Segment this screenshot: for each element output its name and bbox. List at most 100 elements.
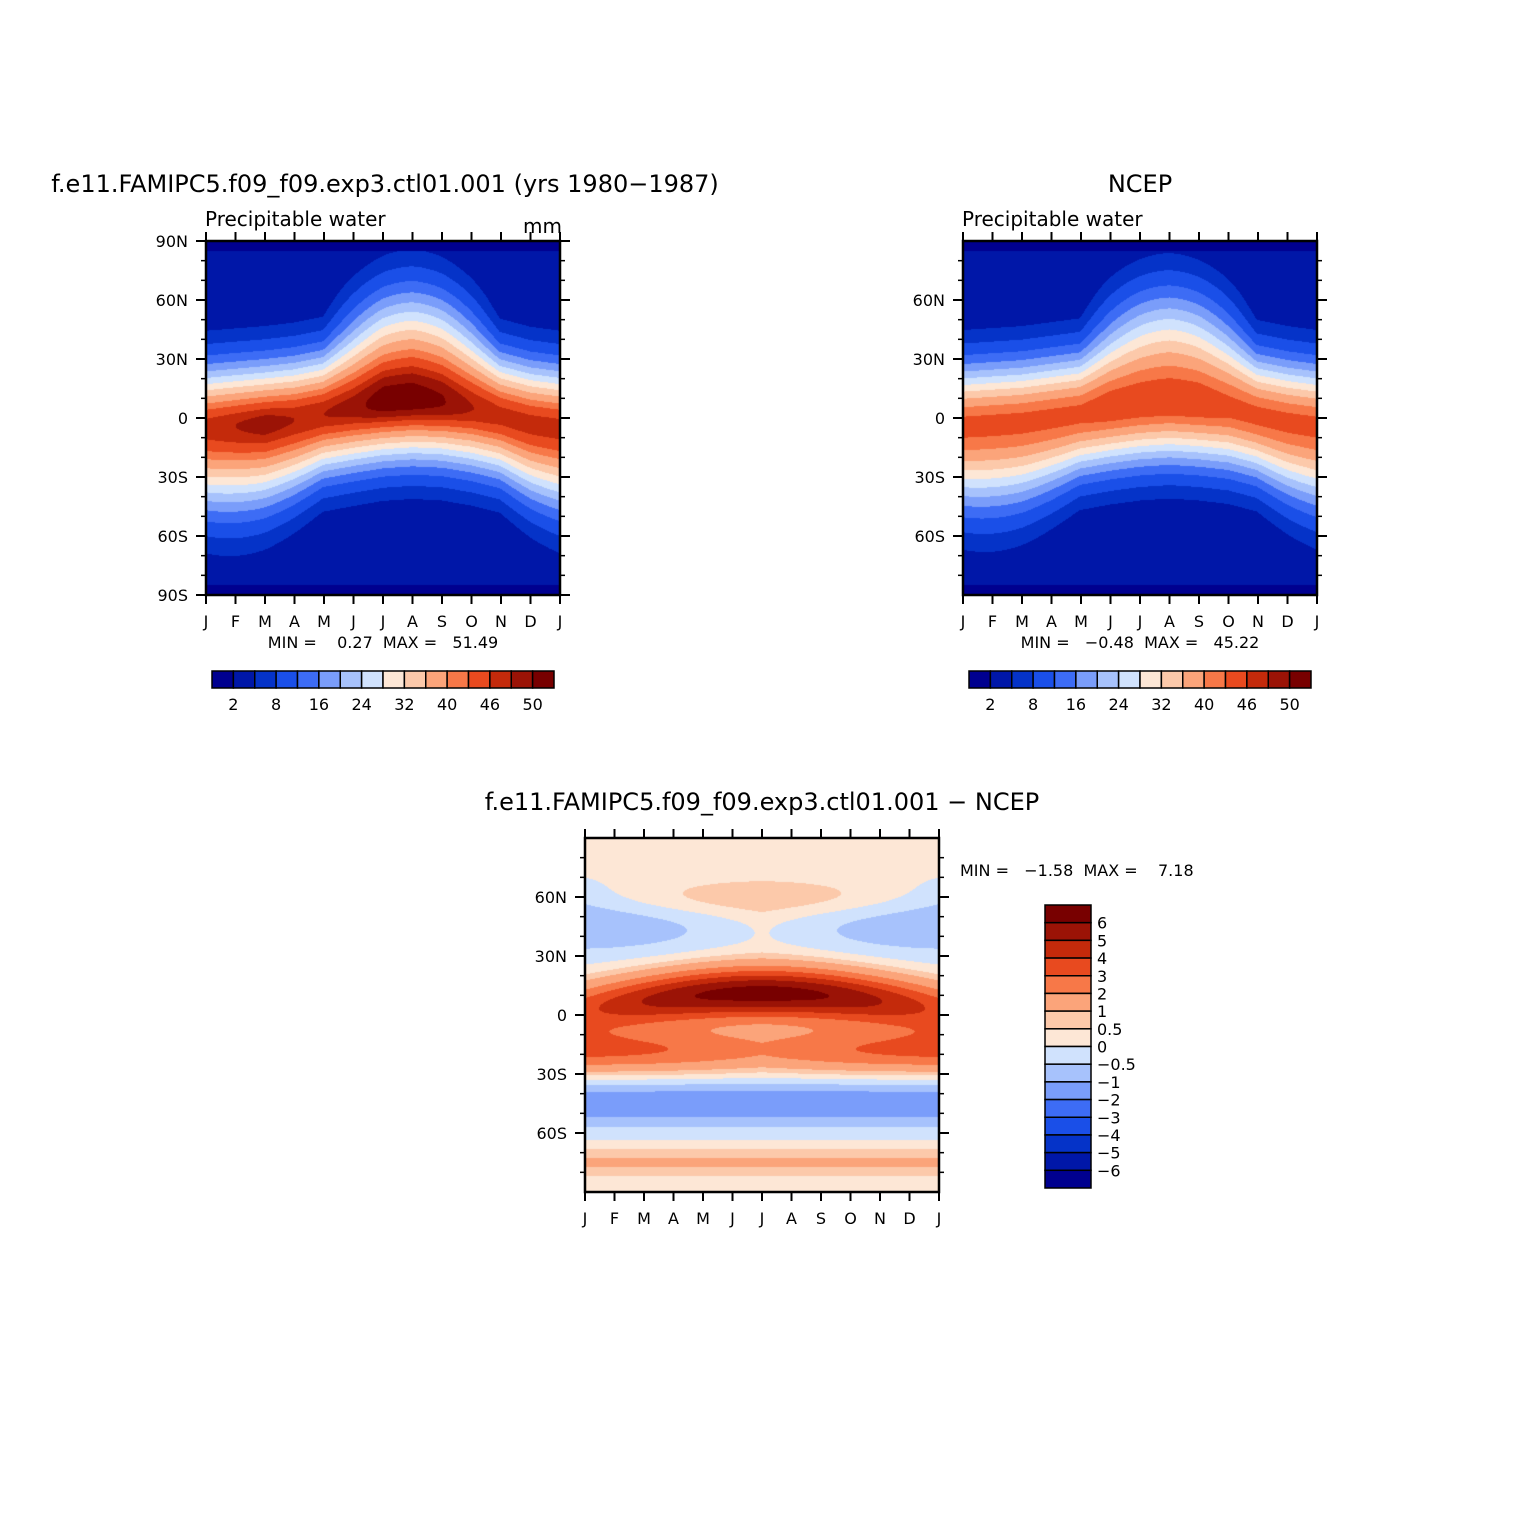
panel-ncep-lat-label: 60S: [914, 527, 945, 546]
panel-model-colorbar-swatch: [489, 670, 512, 689]
panel-model-month-label: J: [557, 612, 563, 631]
panel-diff-colorbar-swatch: [1044, 921, 1092, 942]
panel-ncep-colorbar-swatch: [1053, 670, 1077, 689]
panel-diff-colorbar-swatch: [1044, 975, 1092, 995]
panel-diff-colorbar-label: 2: [1097, 984, 1107, 1003]
panel-diff-colorbar-swatch: [1044, 1134, 1092, 1154]
panel-ncep-month-label: A: [1046, 612, 1057, 631]
panel-diff-month-label: J: [582, 1209, 588, 1228]
panel-ncep-colorbar: 2 8 16 24 32 40 46 50: [968, 670, 1312, 714]
panel-model-month-label: O: [465, 612, 478, 631]
panel-model-lat-label: 30N: [156, 350, 188, 369]
panel-ncep-month-label: M: [1074, 612, 1088, 631]
panel-model-colorbar: 2 8 16 24 32 40 46 50: [211, 670, 555, 714]
panel-model-colorbar-label: 24: [351, 695, 371, 714]
panel-diff-lat-label: 0: [557, 1006, 567, 1025]
panel-ncep-heatmap: [961, 239, 1319, 597]
panel-ncep-month-label: J: [1107, 612, 1113, 631]
panel-diff-colorbar-label: 1: [1097, 1002, 1107, 1021]
panel-ncep-colorbar-label: 24: [1108, 695, 1128, 714]
panel-diff-colorbar-swatch: [1044, 1151, 1092, 1172]
panel-diff-colorbar-label: 4: [1097, 949, 1107, 968]
panel-diff-colorbar-swatch: [1044, 904, 1092, 924]
panel-ncep-month-label: N: [1252, 612, 1264, 631]
panel-diff-month-label: F: [610, 1209, 619, 1228]
panel-ncep-month-label: F: [988, 612, 997, 631]
panel-diff-colorbar-label: 5: [1097, 931, 1107, 950]
panel-ncep-lat-label: 60N: [913, 291, 945, 310]
panel-model-month-label: N: [495, 612, 507, 631]
panel-ncep-colorbar-swatch: [1203, 670, 1227, 689]
panel-model-colorbar-label: 8: [271, 695, 281, 714]
panel-ncep-colorbar-label: 2: [985, 695, 995, 714]
panel-model-left-label: Precipitable water: [205, 207, 386, 231]
panel-diff-colorbar-label: 0: [1097, 1038, 1107, 1057]
panel-diff-heatmap: [583, 836, 941, 1194]
panel-diff-colorbar-swatch: [1044, 1098, 1092, 1118]
panel-model-month-label: J: [350, 612, 356, 631]
panel-diff-colorbar-swatch: [1044, 1028, 1092, 1048]
panel-model-colorbar-label: 50: [522, 695, 542, 714]
panel-diff-colorbar-label: −6: [1097, 1161, 1121, 1180]
panel-model-heatmap: [204, 239, 562, 597]
panel-diff-month-label: J: [729, 1209, 735, 1228]
panel-model-units-label: mm: [523, 214, 562, 238]
panel-model-month-label: S: [437, 612, 447, 631]
panel-ncep-month-label: J: [1137, 612, 1143, 631]
panel-model-month-label: A: [289, 612, 300, 631]
panel-ncep-left-label: Precipitable water: [962, 207, 1143, 231]
panel-model-colorbar-swatch: [531, 670, 555, 689]
panel-ncep-colorbar-swatch: [1160, 670, 1184, 689]
panel-model-min-max: MIN = 0.27 MAX = 51.49: [268, 633, 498, 652]
panel-diff-colorbar-label: −4: [1097, 1126, 1121, 1145]
panel-ncep-colorbar-swatch: [1096, 670, 1120, 689]
panel-ncep-colorbar-label: 46: [1237, 695, 1257, 714]
panel-diff-colorbar-swatch: [1044, 1169, 1092, 1189]
panel-model-colorbar-label: 16: [309, 695, 329, 714]
panel-ncep-colorbar-label: 16: [1066, 695, 1086, 714]
panel-model-colorbar-swatch: [339, 670, 363, 689]
panel-diff-month-label: M: [637, 1209, 651, 1228]
panel-ncep-colorbar-label: 50: [1279, 695, 1299, 714]
panel-diff-min-max: MIN = −1.58 MAX = 7.18: [960, 861, 1194, 880]
panel-diff-field: [585, 838, 939, 1192]
panel-model-month-label: F: [231, 612, 240, 631]
panel-model-lat-label: 30S: [157, 468, 188, 487]
panel-model-colorbar-swatch: [318, 670, 341, 689]
panel-model-month-label: J: [380, 612, 386, 631]
panel-model-month-label: D: [524, 612, 536, 631]
panel-ncep-colorbar-swatch: [1032, 670, 1056, 689]
panel-model-colorbar-swatch: [360, 670, 384, 689]
panel-diff-month-label: J: [936, 1209, 942, 1228]
panel-model-colorbar-swatch: [446, 670, 470, 689]
panel-ncep-month-label: M: [1015, 612, 1029, 631]
panel-model-colorbar-swatch: [254, 670, 277, 689]
panel-model-colorbar-swatch: [296, 670, 320, 689]
panel-diff-colorbar-label: 0.5: [1097, 1020, 1122, 1039]
panel-ncep: NCEP Precipitable water J F M A M J J A S O N D J60N…: [913, 170, 1327, 714]
panel-ncep-month-label: S: [1194, 612, 1204, 631]
panel-ncep-title: NCEP: [1108, 170, 1172, 198]
panel-diff-month-label: A: [786, 1209, 797, 1228]
panel-diff-colorbar-swatch: [1044, 992, 1092, 1012]
panel-diff-lat-label: 60S: [536, 1124, 567, 1143]
panel-model-lat-label: 0: [178, 409, 188, 428]
panel-model: f.e11.FAMIPC5.f09_f09.exp3.ctl01.001 (yr…: [51, 170, 719, 714]
panel-diff-month-label: N: [874, 1209, 886, 1228]
panel-ncep-lat-label: 30S: [914, 468, 945, 487]
panel-model-lat-label: 60N: [156, 291, 188, 310]
panel-diff-colorbar-swatch: [1044, 957, 1092, 977]
panel-diff-colorbar-swatch: [1044, 1010, 1092, 1030]
panel-model-colorbar-swatch: [382, 670, 406, 689]
panel-ncep-colorbar-label: 40: [1194, 695, 1214, 714]
panel-diff-colorbar-swatch: [1044, 1081, 1092, 1101]
panel-model-colorbar-swatch: [467, 670, 491, 689]
panel-ncep-month-label: J: [1314, 612, 1320, 631]
panel-model-field: [206, 241, 560, 595]
panel-model-lat-label: 90S: [157, 586, 188, 605]
panel-ncep-colorbar-swatch: [1182, 670, 1205, 689]
panel-model-month-label: A: [407, 612, 418, 631]
panel-ncep-colorbar-swatch: [1267, 670, 1291, 689]
